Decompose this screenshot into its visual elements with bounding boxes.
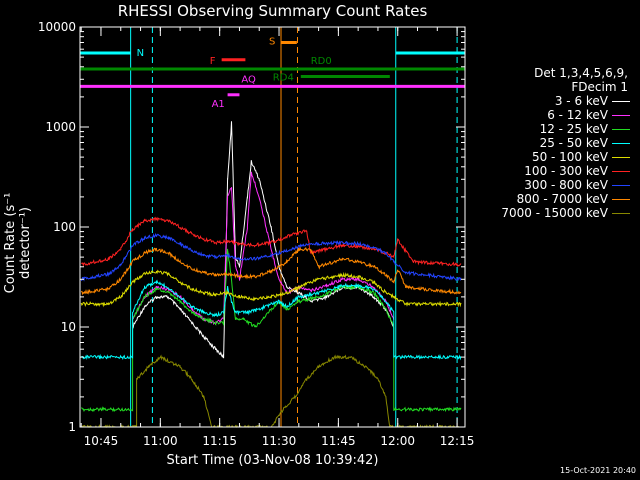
legend-swatch-1 bbox=[612, 114, 630, 116]
y-tick-label-4: 10000 bbox=[38, 20, 76, 34]
annotation-label-rd0: RD0 bbox=[311, 56, 332, 67]
legend-header-2: FDecim 1 bbox=[571, 80, 628, 94]
legend-item-1: 6 - 12 keV bbox=[468, 108, 638, 122]
legend-item-3: 25 - 50 keV bbox=[468, 136, 638, 150]
series-line-8 bbox=[80, 354, 461, 429]
y-tick-label-1: 10 bbox=[61, 320, 76, 334]
legend-label-4: 50 - 100 keV bbox=[531, 150, 608, 164]
annotation-label-s: S bbox=[269, 37, 275, 48]
series-line-2 bbox=[81, 248, 462, 413]
chart-title: RHESSI Observing Summary Count Rates bbox=[117, 2, 428, 20]
annotation-label-aq: AQ bbox=[241, 74, 256, 85]
legend-label-3: 25 - 50 keV bbox=[539, 136, 608, 150]
legend-label-1: 6 - 12 keV bbox=[547, 108, 608, 122]
x-tick-label-0: 10:45 bbox=[84, 434, 119, 448]
annotation-label-rd4: RD4 bbox=[273, 73, 294, 84]
series-line-6 bbox=[80, 232, 462, 282]
y-tick-label-0: 1 bbox=[68, 420, 76, 434]
y-axis-label: Count Rate (s⁻¹ detector⁻¹) bbox=[3, 192, 33, 294]
legend-label-7: 800 - 7000 keV bbox=[516, 192, 608, 206]
legend-label-2: 12 - 25 keV bbox=[539, 122, 608, 136]
legend-swatch-2 bbox=[612, 128, 630, 130]
legend-item-2: 12 - 25 keV bbox=[468, 122, 638, 136]
series-line-7 bbox=[81, 246, 462, 296]
legend-item-6: 300 - 800 keV bbox=[468, 178, 638, 192]
legend-item-7: 800 - 7000 keV bbox=[468, 192, 638, 206]
legend: Det 1,3,4,5,6,9, FDecim 1 3 - 6 keV 6 - 1… bbox=[468, 66, 638, 220]
legend-swatch-5 bbox=[612, 170, 630, 172]
legend-items: 3 - 6 keV 6 - 12 keV 12 - 25 keV 25 - 50 ke… bbox=[468, 94, 638, 220]
annotation-label-f: F bbox=[210, 56, 216, 67]
x-tick-label-3: 11:30 bbox=[262, 434, 297, 448]
y-tick-label-2: 100 bbox=[53, 220, 76, 234]
x-tick-label-5: 12:00 bbox=[380, 434, 415, 448]
legend-label-6: 300 - 800 keV bbox=[524, 178, 608, 192]
legend-label-8: 7000 - 15000 keV bbox=[501, 206, 608, 220]
series-line-4 bbox=[80, 269, 462, 308]
annotation-label-a1: A1 bbox=[212, 99, 225, 110]
x-axis-label: Start Time (03-Nov-08 10:39:42) bbox=[166, 453, 379, 468]
series-line-3 bbox=[80, 279, 462, 361]
legend-label-0: 3 - 6 keV bbox=[554, 94, 608, 108]
series-line-5 bbox=[81, 216, 462, 267]
y-tick-label-3: 1000 bbox=[45, 120, 76, 134]
legend-swatch-6 bbox=[612, 184, 630, 186]
legend-item-5: 100 - 300 keV bbox=[468, 164, 638, 178]
footer-timestamp: 15-Oct-2021 20:40 bbox=[560, 466, 636, 475]
legend-swatch-4 bbox=[612, 156, 630, 158]
legend-item-8: 7000 - 15000 keV bbox=[468, 206, 638, 220]
legend-swatch-8 bbox=[612, 212, 630, 214]
x-tick-label-2: 11:15 bbox=[202, 434, 237, 448]
legend-item-0: 3 - 6 keV bbox=[468, 94, 638, 108]
legend-swatch-0 bbox=[612, 100, 630, 102]
legend-header-1: Det 1,3,4,5,6,9, bbox=[534, 66, 628, 80]
legend-label-5: 100 - 300 keV bbox=[524, 164, 608, 178]
legend-swatch-3 bbox=[612, 142, 630, 144]
x-tick-label-1: 11:00 bbox=[143, 434, 178, 448]
legend-swatch-7 bbox=[612, 198, 630, 200]
x-tick-label-4: 11:45 bbox=[321, 434, 356, 448]
legend-item-4: 50 - 100 keV bbox=[468, 150, 638, 164]
annotation-label-n: N bbox=[137, 48, 144, 59]
x-tick-label-6: 12:15 bbox=[440, 434, 475, 448]
